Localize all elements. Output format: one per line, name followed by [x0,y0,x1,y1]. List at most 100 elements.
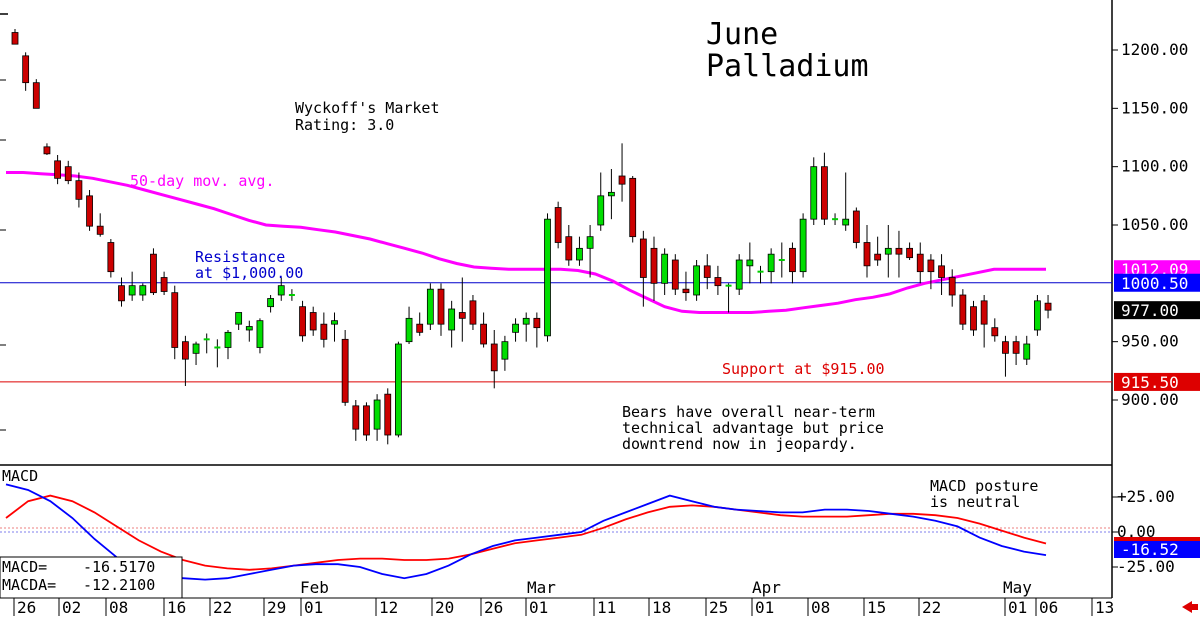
macd-panel-title: MACD [2,467,38,485]
candle-body-down [96,225,104,235]
macd-note-line-2: is neutral [930,493,1020,511]
candle [916,242,924,284]
candle-body-down [384,393,392,436]
date-tick-label: 01 [755,598,774,617]
candle-body-up [608,191,615,197]
candle [682,271,690,301]
candle [256,318,264,354]
candle [544,213,551,342]
candle [405,306,413,344]
date-tick-label: 02 [62,598,81,617]
candle [980,295,988,348]
candle [267,295,275,313]
date-tick-label: 06 [1039,598,1058,617]
candle-body-down [363,405,370,436]
candle-body-down [181,341,189,360]
candle [309,306,317,336]
candle-body-up [544,218,551,337]
candle [725,283,732,313]
candle-body-up [522,317,530,325]
date-tick-label: 01 [1008,598,1027,617]
candle-body-down [75,180,83,200]
candle [991,318,999,342]
candle-body-up [735,259,743,290]
date-tick-label: 25 [709,598,728,617]
candle-body-down [490,343,498,372]
candle [895,230,903,278]
chart-title-line-2: Palladium [706,49,869,84]
date-tick-label: 15 [867,598,886,617]
date-tick-label: 13 [1095,598,1114,617]
candle-body-up [810,166,818,220]
candle [938,254,945,295]
candle [43,143,51,155]
price-tick-label: 1050.00 [1121,215,1188,234]
commentary-line-2: technical advantage but price [622,419,884,437]
candle-body-up [693,265,700,296]
candle-body-down [32,82,40,109]
candle [522,312,530,342]
candle-body-down [938,265,945,278]
candle [32,79,40,109]
candle-body-down [554,207,562,243]
candle-body-down [629,177,637,238]
scroll-left-arrow-icon[interactable] [1182,601,1198,613]
candle [1044,295,1052,319]
date-tick-label: 26 [484,598,503,617]
moving-average-label: 50-day mov. avg. [130,172,275,190]
candlestick-layer [11,29,1052,445]
date-tick-label: 18 [652,598,671,617]
candle [597,172,605,231]
price-tick-label: 900.00 [1121,390,1179,409]
candle-body-up [842,218,850,226]
candle [778,242,785,278]
resistance-label-line-2: at $1,000.00 [195,264,303,282]
candle-body-up [501,341,509,360]
date-axis: 26 02 08 16 22 29 01 12 20 26 01 11 18 25 01 08 15 22 01 06… [13,578,1114,617]
date-tick-label: 29 [267,598,286,617]
date-tick-label: 11 [597,598,616,617]
candle-body-down [714,277,722,287]
candle-body-down [852,210,860,243]
date-tick-label: 08 [811,598,830,617]
macda-readout-label: MACDA= [2,576,56,594]
candle [384,388,392,445]
candle-body-down [171,292,179,348]
candle-body-up [224,331,232,348]
candle-body-up [192,343,200,354]
candle-body-down [863,242,871,267]
candle-body-up [139,285,147,296]
candle [426,283,434,330]
candle-body-down [11,32,19,45]
candle-body-down [480,323,488,345]
candle-body-up [277,285,285,296]
macd-readout-box [0,556,183,599]
candle-body-up [128,285,136,296]
date-tick-label: 08 [109,598,128,617]
date-tick-label: 20 [435,598,454,617]
candle-body-down [118,285,125,302]
candle-body-up [767,253,775,273]
candle [160,271,168,295]
candle-body-down [874,253,882,261]
candle-body-down [309,312,317,331]
candle-body-down [458,312,466,319]
date-tick-label: 01 [529,598,548,617]
macd-value-label: -16.52 [1121,540,1179,559]
candle [757,265,764,284]
candle [245,320,253,342]
support-label: Support at $915.00 [722,360,885,378]
last-close-badge-label: 977.00 [1121,301,1179,320]
price-tick-label: 1150.00 [1121,98,1188,117]
date-tick-label: 22 [922,598,941,617]
candle-body-down [959,294,967,325]
candle [970,300,977,336]
candle-body-down [352,405,360,430]
date-tick-label: 26 [17,598,36,617]
candle [22,52,30,91]
candle-body-down [469,300,477,325]
macd-readout-label: MACD= [2,558,47,576]
macd-value-badge [1114,541,1200,558]
candle-body-down [895,247,903,255]
